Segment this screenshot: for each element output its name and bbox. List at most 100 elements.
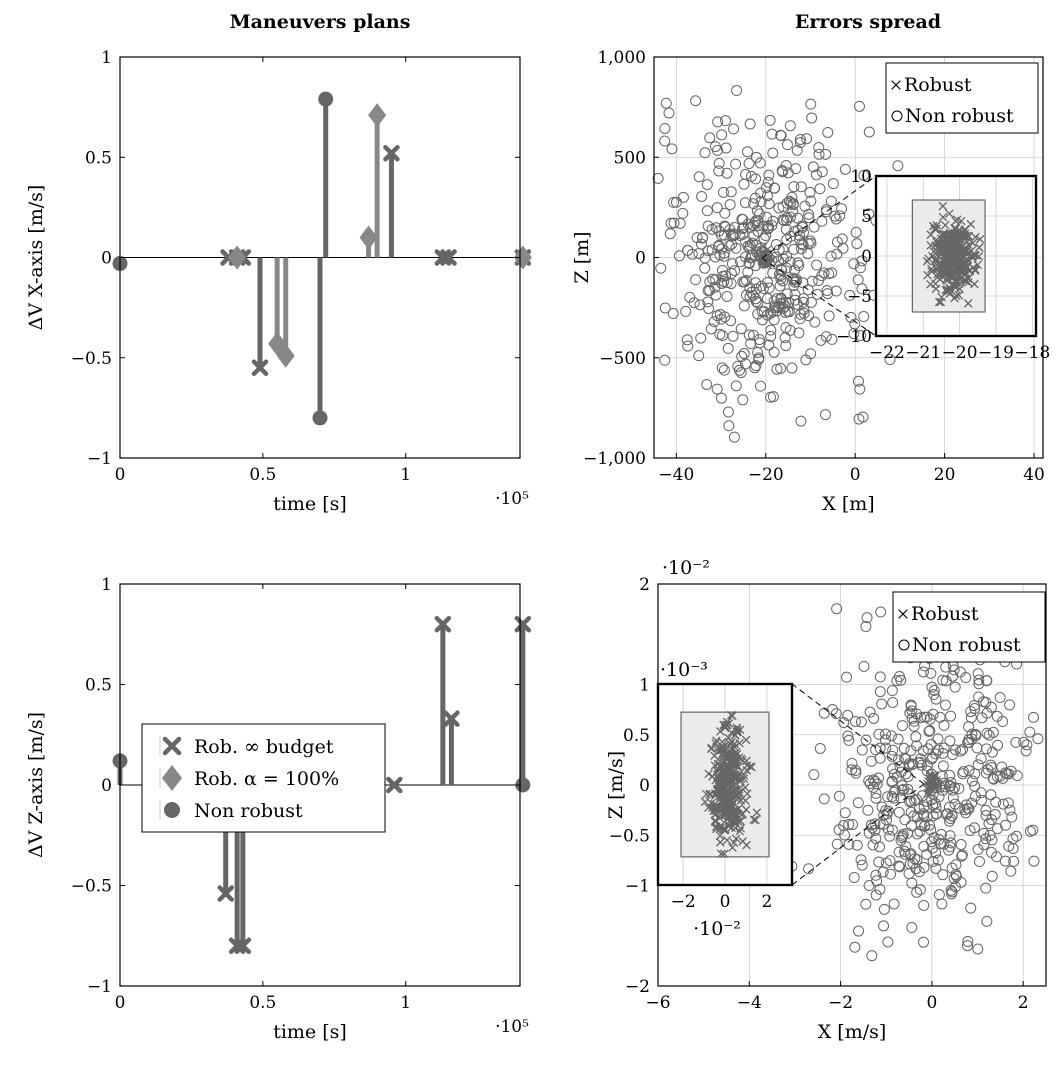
inset-point-robust [962,257,971,266]
scatter-point-non-robust [873,772,885,784]
x-tick-label: 0 [850,465,861,485]
y-tick-label: 1 [101,575,112,595]
scatter-point-non-robust [782,167,794,179]
scatter-point-non-robust [1020,745,1032,757]
scatter-point-robust [927,778,935,786]
inset-y-tick-label: −10 [836,327,872,347]
x-tick-label: 2 [1018,993,1029,1013]
scatter-point-non-robust [814,742,826,754]
scatter-point-robust [925,771,933,779]
scatter-point-non-robust [1005,865,1017,877]
scatter-point-non-robust [864,706,876,718]
scatter-point-non-robust [986,870,998,882]
inset-y-scale-label: ·10⁻³ [660,659,708,681]
inset-point-robust [727,782,736,791]
scatter-point-non-robust [986,834,998,846]
scatter-point-non-robust [686,248,698,260]
scatter-point-non-robust [718,250,730,262]
scatter-point-non-robust [927,799,939,811]
scatter-point-non-robust [885,730,897,742]
inset-x-tick-label: −20 [942,343,978,363]
legend-marker-diamond [162,765,182,791]
scatter-point-non-robust [858,311,870,323]
scatter-point-non-robust [927,856,939,868]
scatter-point-non-robust [710,289,722,301]
y-tick-label: 0.5 [85,148,112,168]
scatter-point-non-robust [666,143,678,155]
scatter-point-non-robust [918,899,930,911]
y-tick-label: −0.5 [71,877,112,897]
scatter-point-non-robust [809,316,821,328]
scatter-point-non-robust [725,186,737,198]
scatter-point-non-robust [813,148,825,160]
y-tick-label: 0 [639,776,650,796]
inset-point-robust [736,774,746,783]
scatter-point-non-robust [799,200,811,212]
scatter-point-non-robust [953,783,965,795]
scatter-point-non-robust [668,196,680,208]
scatter-point-non-robust [747,198,759,210]
scatter-point-non-robust [847,818,859,830]
scatter-point-non-robust [795,415,807,427]
scatter-point-non-robust [670,196,682,208]
scatter-point-non-robust [712,144,724,156]
inset-point-robust [923,271,932,280]
scatter-point-non-robust [745,286,757,298]
legend-marker-circle [891,110,903,122]
scatter-point-non-robust [918,711,930,723]
scatter-point-non-robust [954,666,966,678]
scatter-point-non-robust [932,733,944,745]
scatter-point-non-robust [940,699,952,711]
title-right: Errors spread [795,11,941,33]
scatter-point-non-robust [813,275,825,287]
scatter-point-non-robust [780,296,792,308]
scatter-point-non-robust [930,693,942,705]
inset-point-robust [926,230,935,239]
scatter-point-non-robust [886,685,898,697]
inset-point-robust [711,817,720,826]
scatter-point-non-robust [896,780,908,792]
scatter-point-non-robust [795,181,807,193]
scatter-point-non-robust [940,675,952,687]
scatter-point-non-robust [777,253,789,265]
scatter-point-non-robust [727,330,739,342]
legend-label: Non robust [194,800,303,822]
scatter-point-non-robust [834,210,846,222]
scatter-point-non-robust [752,346,764,358]
inset-point-robust [712,824,721,834]
scatter-point-non-robust [767,147,779,159]
scatter-point-non-robust [690,95,702,107]
x-scale-label: ·10⁵ [495,1017,529,1037]
scatter-point-non-robust [894,861,906,873]
scatter-point-non-robust [853,925,865,937]
scatter-point-non-robust [668,217,680,229]
scatter-point-non-robust [882,805,894,817]
x-tick-label: −40 [658,465,694,485]
scatter-point-non-robust [860,621,872,633]
inset-x-tick-label: 2 [761,892,772,912]
y-axis-label: Z [m/s] [605,751,627,819]
inset-point-robust [745,762,755,771]
scatter-point-non-robust [794,229,806,241]
scatter-point-non-robust [765,391,777,403]
title-left: Maneuvers plans [230,11,411,33]
scatter-point-non-robust [677,207,689,219]
scatter-point-non-robust [775,362,787,374]
inset-point-robust [950,256,959,265]
scatter-point-non-robust [855,716,867,728]
scatter-point-non-robust [1003,840,1015,852]
inset-point-robust [716,838,725,847]
scatter-point-non-robust [915,712,927,724]
scatter-point-non-robust [716,264,728,276]
scatter-point-non-robust [805,98,817,110]
inset-point-robust [722,720,731,730]
scatter-point-non-robust [848,328,860,340]
inset-point-robust [727,806,736,816]
scatter-point-non-robust [945,777,957,789]
scatter-point-non-robust [842,709,854,721]
scatter-point-non-robust [963,764,975,776]
scatter-point-non-robust [855,330,867,342]
scatter-point-non-robust [773,202,785,214]
inset-point-robust [752,808,761,817]
y-axis-label: Z [m] [571,231,593,283]
